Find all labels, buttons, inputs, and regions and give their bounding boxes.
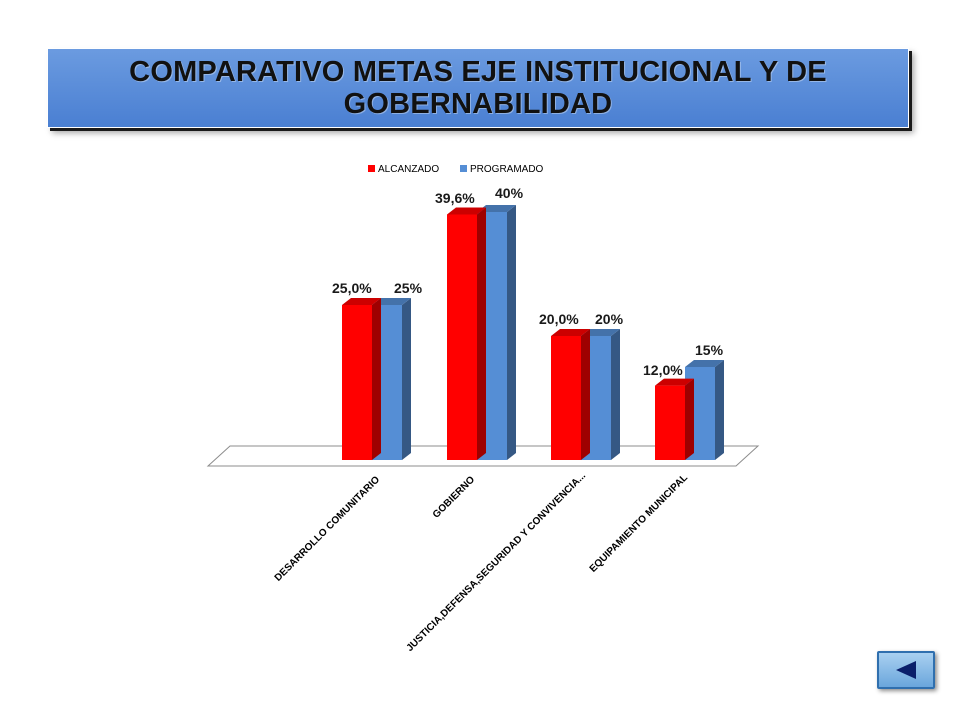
legend-label-programado: PROGRAMADO: [470, 164, 544, 175]
category-label-3: EQUIPAMIENTO MUNICIPAL: [588, 472, 690, 574]
category-label-2: JUSTICIA,DEFENSA,SEGURIDAD Y CONVIVENCIA…: [405, 470, 589, 654]
bar-alcanzado-3: [655, 378, 694, 460]
data-label-alcanzado-3: 12,0%: [643, 362, 683, 378]
data-label-alcanzado-1: 39,6%: [435, 190, 475, 206]
bar-alcanzado-2: [551, 329, 590, 460]
bar-alcanzado-1: [447, 207, 486, 460]
title-banner: COMPARATIVO METAS EJE INSTITUCIONAL Y DE…: [47, 48, 909, 128]
data-label-alcanzado-2: 20,0%: [539, 311, 579, 327]
category-label-0: DESARROLLO COMUNITARIO: [273, 474, 383, 584]
data-label-programado-3: 15%: [695, 342, 724, 358]
legend-label-alcanzado: ALCANZADO: [378, 164, 439, 175]
chart-legend: ALCANZADO PROGRAMADO: [368, 164, 544, 175]
data-label-programado-2: 20%: [595, 311, 624, 327]
back-button[interactable]: [877, 651, 935, 689]
data-label-programado-1: 40%: [495, 185, 524, 201]
bar-alcanzado-0: [342, 298, 381, 460]
category-labels: DESARROLLO COMUNITARIO GOBIERNOJUSTICIA,D…: [273, 470, 690, 654]
legend-swatch-alcanzado: [368, 165, 375, 172]
category-label-1: GOBIERNO: [431, 474, 477, 520]
data-labels: 25,0% 25% 39,6% 40% 20,0% 20% 12,0% 15%: [332, 185, 724, 378]
legend-swatch-programado: [460, 165, 467, 172]
data-label-alcanzado-0: 25,0%: [332, 280, 372, 296]
data-label-programado-0: 25%: [394, 280, 423, 296]
chart-bars: [342, 205, 724, 460]
triangle-left-icon: [896, 661, 916, 679]
slide-title: COMPARATIVO METAS EJE INSTITUCIONAL Y DE…: [129, 56, 827, 120]
